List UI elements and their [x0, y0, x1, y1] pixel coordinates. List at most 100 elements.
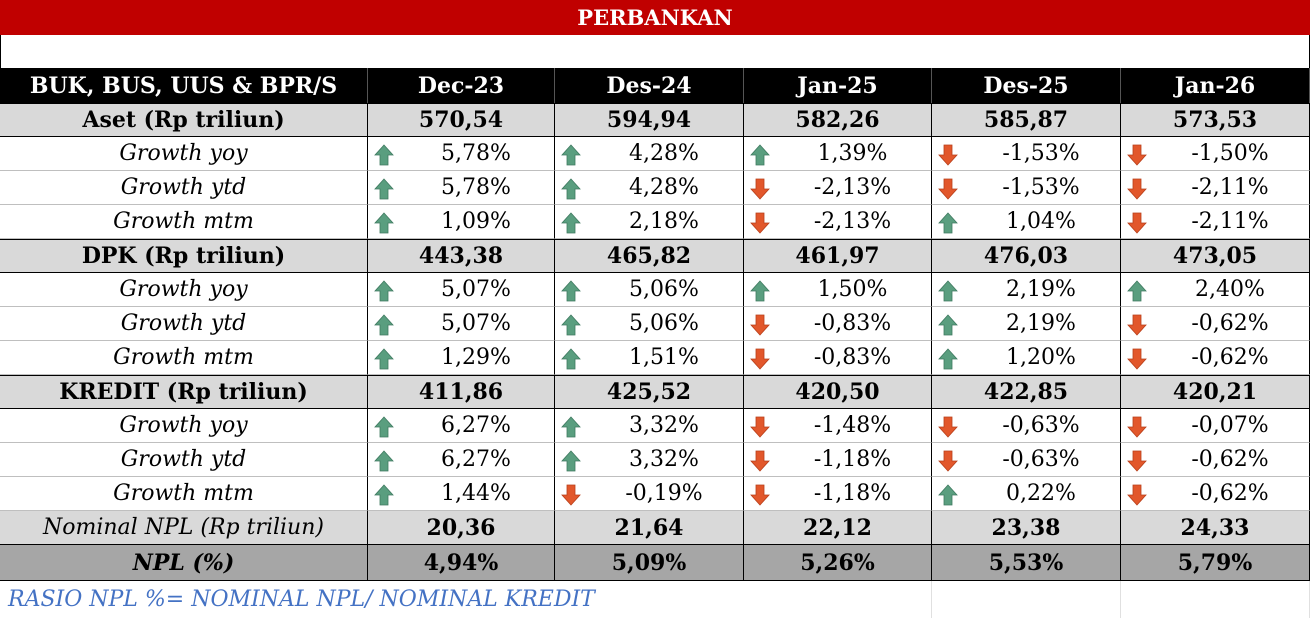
growth-value: 4,28%	[629, 141, 699, 166]
npl-value: 4,94%	[368, 545, 555, 581]
growth-cell: -0,62%	[1121, 307, 1310, 341]
npl-label: NPL (%)	[0, 545, 368, 581]
growth-cell: 6,27%	[368, 443, 555, 477]
growth-cell: -0,63%	[932, 443, 1121, 477]
growth-cell: 6,27%	[368, 409, 555, 443]
up-arrow	[374, 280, 394, 302]
up-arrow	[561, 348, 581, 370]
growth-value: -0,62%	[1191, 447, 1269, 472]
header-cell: Jan-26	[1121, 68, 1310, 103]
growth-cell: 1,50%	[744, 273, 932, 307]
growth-value: -0,83%	[813, 345, 892, 370]
down-arrow	[750, 178, 770, 200]
growth-label: Growth yoy	[0, 409, 368, 443]
growth-cell: -2,11%	[1121, 171, 1310, 205]
growth-cell: -1,53%	[932, 171, 1121, 205]
growth-value: -0,83%	[813, 311, 892, 336]
growth-cell: 1,44%	[368, 477, 555, 511]
growth-value: 1,29%	[441, 345, 511, 370]
growth-value: 5,07%	[441, 311, 511, 336]
growth-value: -1,53%	[1002, 175, 1080, 200]
growth-value: 1,44%	[441, 481, 511, 506]
footer-cell	[1121, 581, 1310, 618]
growth-value: -0,07%	[1191, 413, 1269, 438]
growth-value: 2,18%	[629, 209, 699, 234]
growth-value: -0,62%	[1191, 311, 1269, 336]
down-arrow	[1127, 416, 1147, 438]
growth-value: -0,62%	[1191, 345, 1269, 370]
growth-value: 5,06%	[629, 311, 699, 336]
growth-cell: -0,62%	[1121, 477, 1310, 511]
growth-cell: 5,78%	[368, 137, 555, 171]
growth-label: Growth mtm	[0, 477, 368, 511]
growth-cell: 2,19%	[932, 273, 1121, 307]
growth-cell: 5,07%	[368, 307, 555, 341]
up-arrow	[561, 178, 581, 200]
growth-value: 5,78%	[441, 141, 511, 166]
growth-value: -1,48%	[813, 413, 892, 438]
title-bar: PERBANKAN	[0, 0, 1310, 35]
section-value: 585,87	[932, 103, 1121, 137]
down-arrow	[750, 314, 770, 336]
up-arrow	[938, 484, 958, 506]
growth-cell: 5,78%	[368, 171, 555, 205]
up-arrow	[561, 212, 581, 234]
section-value: 582,26	[744, 103, 932, 137]
growth-value: 1,04%	[1006, 209, 1076, 234]
down-arrow	[1127, 178, 1147, 200]
growth-label: Growth yoy	[0, 137, 368, 171]
npl-nominal-label: Nominal NPL (Rp triliun)	[0, 511, 368, 545]
section-label: Aset (Rp triliun)	[0, 103, 368, 137]
growth-cell: 3,32%	[555, 443, 744, 477]
growth-label: Growth mtm	[0, 341, 368, 375]
npl-nominal-value: 24,33	[1121, 511, 1310, 545]
growth-cell: 4,28%	[555, 171, 744, 205]
growth-cell: -1,48%	[744, 409, 932, 443]
npl-value: 5,79%	[1121, 545, 1310, 581]
growth-value: 0,22%	[1006, 481, 1076, 506]
section-label: DPK (Rp triliun)	[0, 239, 368, 273]
npl-value: 5,53%	[932, 545, 1121, 581]
section-value: 476,03	[932, 239, 1121, 273]
growth-value: 5,07%	[441, 277, 511, 302]
growth-cell: 2,40%	[1121, 273, 1310, 307]
growth-label: Growth ytd	[0, 171, 368, 205]
up-arrow	[561, 144, 581, 166]
header-cell: BUK, BUS, UUS & BPR/S	[0, 68, 368, 103]
growth-cell: -0,07%	[1121, 409, 1310, 443]
growth-value: -1,18%	[813, 447, 892, 472]
growth-value: 2,19%	[1006, 311, 1076, 336]
npl-nominal-value: 20,36	[368, 511, 555, 545]
up-arrow	[374, 178, 394, 200]
growth-value: -0,19%	[625, 481, 703, 506]
section-value: 443,38	[368, 239, 555, 273]
growth-cell: 1,39%	[744, 137, 932, 171]
growth-cell: -2,13%	[744, 205, 932, 239]
down-arrow	[750, 212, 770, 234]
growth-value: -1,53%	[1002, 141, 1080, 166]
up-arrow	[374, 348, 394, 370]
npl-nominal-value: 21,64	[555, 511, 744, 545]
up-arrow	[750, 280, 770, 302]
growth-value: 5,06%	[629, 277, 699, 302]
down-arrow	[750, 348, 770, 370]
growth-value: 4,28%	[629, 175, 699, 200]
section-value: 461,97	[744, 239, 932, 273]
section-value: 465,82	[555, 239, 744, 273]
growth-cell: -1,50%	[1121, 137, 1310, 171]
growth-cell: 1,09%	[368, 205, 555, 239]
growth-label: Growth yoy	[0, 273, 368, 307]
section-value: 411,86	[368, 375, 555, 409]
growth-value: 5,78%	[441, 175, 511, 200]
growth-cell: 5,06%	[555, 273, 744, 307]
up-arrow	[938, 348, 958, 370]
npl-nominal-value: 22,12	[744, 511, 932, 545]
growth-cell: 1,29%	[368, 341, 555, 375]
header-cell: Dec-23	[368, 68, 555, 103]
up-arrow	[938, 314, 958, 336]
down-arrow	[1127, 348, 1147, 370]
section-value: 425,52	[555, 375, 744, 409]
up-arrow	[374, 450, 394, 472]
up-arrow	[750, 144, 770, 166]
